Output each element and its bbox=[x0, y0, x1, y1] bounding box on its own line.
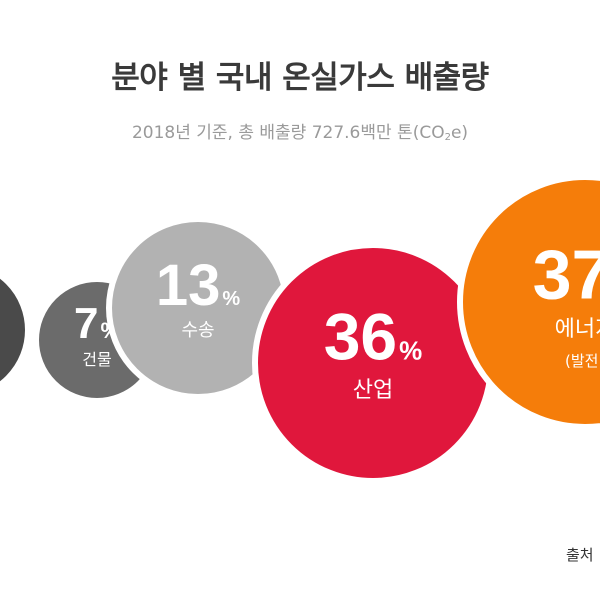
bubble-value-label: 37% bbox=[533, 236, 600, 314]
bubble-circle bbox=[0, 271, 31, 389]
chart-subtitle: 2018년 기준, 총 배출량 727.6백만 톤(CO2e) bbox=[0, 118, 600, 143]
subtitle-subscript: 2 bbox=[444, 132, 451, 143]
bubble-category-label: 건물 bbox=[82, 350, 111, 369]
bubble-group: 37% 에너지 (발전 bbox=[457, 174, 600, 430]
bubble-category-label: 에너지 bbox=[555, 317, 600, 342]
bubble-group: 36% 산업 bbox=[252, 242, 494, 484]
subtitle-main-text: 2018년 기준, 총 배출량 727.6백만 톤(CO bbox=[131, 123, 445, 143]
bubble-value-label: 36% bbox=[324, 300, 423, 374]
bubble-value-label: 13% bbox=[156, 253, 241, 318]
bubble-circle bbox=[457, 174, 600, 430]
bubble-category-label: 수송 bbox=[181, 320, 214, 341]
bubble-category-label: 산업 bbox=[353, 378, 393, 403]
source-label: 출처 bbox=[566, 546, 594, 564]
subtitle-tail-text: e) bbox=[450, 123, 469, 143]
bubble-group bbox=[0, 271, 31, 389]
chart-title: 분야 별 국내 온실가스 배출량 bbox=[111, 60, 489, 96]
bubble-note-label: (발전 bbox=[565, 352, 598, 370]
